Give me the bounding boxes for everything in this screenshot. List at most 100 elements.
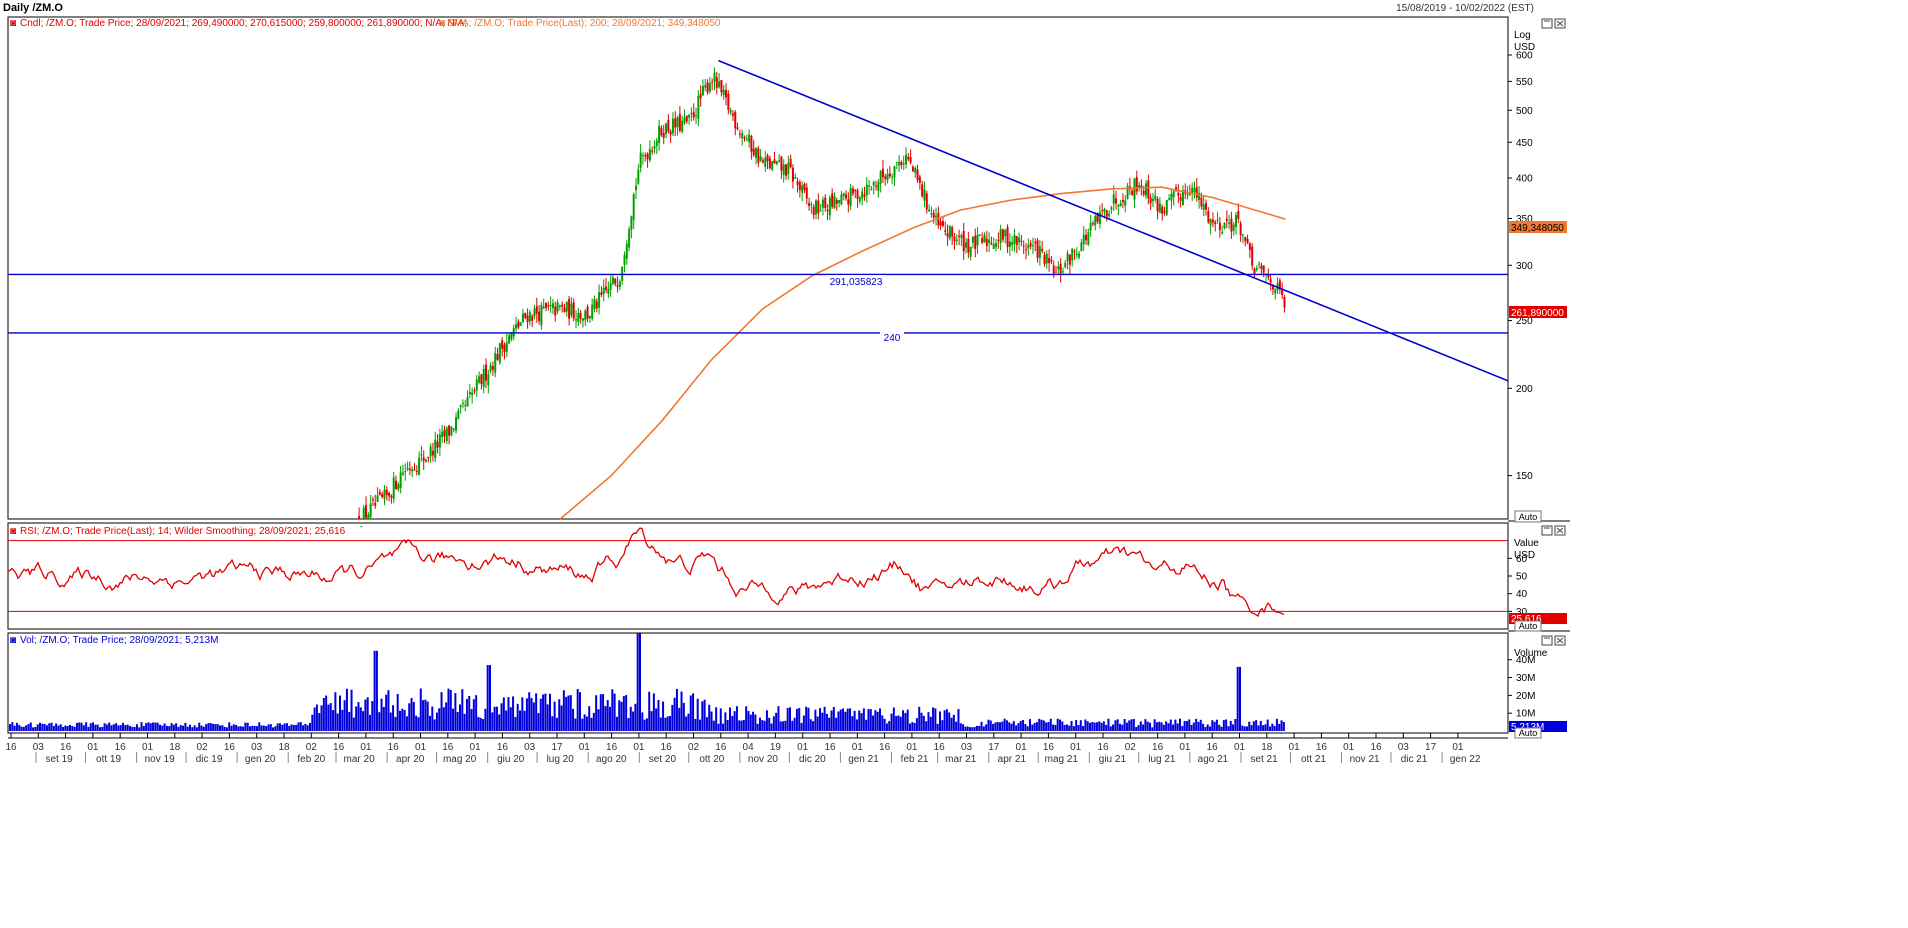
volume-bar[interactable] — [149, 723, 152, 731]
volume-bar[interactable] — [618, 700, 621, 731]
candle[interactable] — [879, 171, 882, 184]
volume-bar[interactable] — [581, 718, 584, 731]
volume-bar[interactable] — [906, 709, 909, 731]
volume-bar[interactable] — [1116, 719, 1119, 731]
volume-bar[interactable] — [1280, 720, 1283, 731]
candle[interactable] — [586, 306, 589, 319]
volume-bar[interactable] — [369, 714, 371, 731]
volume-bar[interactable] — [939, 711, 941, 731]
volume-bar[interactable] — [366, 697, 369, 731]
volume-bar[interactable] — [789, 707, 791, 731]
candle[interactable] — [757, 148, 760, 163]
volume-bar[interactable] — [1135, 727, 1138, 731]
volume-bar[interactable] — [237, 726, 240, 731]
candle[interactable] — [976, 234, 979, 246]
rsi-auto-button[interactable] — [1514, 620, 1542, 632]
candle[interactable] — [1218, 222, 1221, 231]
volume-bar[interactable] — [809, 719, 812, 731]
volume-bar[interactable] — [1128, 720, 1131, 731]
volume-bar[interactable] — [101, 726, 104, 731]
volume-bar[interactable] — [177, 726, 180, 731]
volume-bar[interactable] — [1105, 724, 1108, 731]
candle[interactable] — [1071, 248, 1074, 261]
volume-bar[interactable] — [1112, 724, 1115, 731]
candle[interactable] — [787, 162, 790, 175]
candle[interactable] — [545, 302, 548, 309]
candle[interactable] — [1052, 265, 1055, 276]
candle[interactable] — [752, 148, 755, 156]
volume-bar[interactable] — [943, 710, 946, 731]
volume-bar[interactable] — [99, 727, 101, 731]
volume-bar[interactable] — [1174, 719, 1177, 731]
volume-bar[interactable] — [1093, 722, 1096, 731]
window-icon[interactable] — [1541, 18, 1553, 29]
volume-bar[interactable] — [371, 701, 374, 731]
candle[interactable] — [778, 160, 781, 162]
volume-bar[interactable] — [726, 720, 729, 731]
candle[interactable] — [1008, 241, 1011, 248]
volume-bar[interactable] — [493, 706, 496, 731]
candle[interactable] — [803, 184, 806, 191]
candle[interactable] — [988, 239, 991, 243]
volume-bar[interactable] — [844, 711, 847, 731]
volume-bar[interactable] — [830, 710, 833, 731]
volume-bar[interactable] — [576, 689, 579, 731]
volume-bar[interactable] — [1185, 721, 1188, 731]
volume-bar[interactable] — [590, 717, 593, 731]
candle[interactable] — [1061, 271, 1064, 273]
volume-bar[interactable] — [777, 706, 780, 731]
candle[interactable] — [695, 115, 698, 117]
volume-bar[interactable] — [671, 704, 674, 731]
candle[interactable] — [1253, 268, 1256, 275]
volume-bar[interactable] — [82, 725, 85, 731]
candle[interactable] — [856, 190, 859, 199]
candle[interactable] — [1193, 187, 1196, 193]
volume-bar[interactable] — [962, 724, 965, 731]
volume-bar[interactable] — [161, 725, 164, 731]
volume-bar[interactable] — [1250, 725, 1253, 731]
volume-bar[interactable] — [585, 716, 588, 731]
volume-bar[interactable] — [11, 722, 14, 731]
volume-bar[interactable] — [336, 713, 339, 731]
volume-bar[interactable] — [1188, 719, 1191, 731]
candle[interactable] — [369, 503, 372, 518]
volume-bar[interactable] — [306, 725, 309, 731]
candle[interactable] — [713, 72, 716, 82]
volume-bar[interactable] — [341, 709, 344, 731]
candle[interactable] — [1239, 223, 1242, 236]
candle[interactable] — [623, 255, 626, 265]
volume-bar[interactable] — [48, 723, 51, 731]
candle[interactable] — [1274, 289, 1277, 294]
candle[interactable] — [614, 278, 617, 285]
volume-bar[interactable] — [957, 709, 960, 731]
volume-bar[interactable] — [452, 708, 455, 731]
candle[interactable] — [1211, 219, 1214, 223]
candle[interactable] — [1221, 231, 1224, 234]
volume-bar[interactable] — [945, 709, 948, 731]
candle[interactable] — [798, 182, 801, 191]
candle[interactable] — [1013, 235, 1016, 244]
volume-bar[interactable] — [200, 725, 203, 731]
candle[interactable] — [1091, 223, 1094, 225]
volume-bar[interactable] — [918, 706, 921, 731]
volume-bar[interactable] — [50, 722, 53, 731]
volume-bar[interactable] — [662, 701, 665, 731]
volume-bar[interactable] — [9, 724, 11, 731]
volume-bar[interactable] — [475, 695, 478, 731]
candle[interactable] — [1050, 259, 1053, 262]
candle[interactable] — [1110, 207, 1113, 210]
candle[interactable] — [489, 364, 492, 372]
volume-bar[interactable] — [915, 718, 918, 731]
candle[interactable] — [907, 156, 910, 160]
volume-bar[interactable] — [1022, 719, 1025, 731]
volume-bar[interactable] — [184, 722, 187, 731]
candle[interactable] — [1216, 219, 1219, 221]
candle[interactable] — [983, 234, 986, 243]
volume-bar[interactable] — [272, 727, 275, 731]
volume-bar[interactable] — [142, 725, 145, 731]
candle[interactable] — [475, 379, 478, 391]
volume-bar[interactable] — [689, 695, 692, 731]
candle[interactable] — [464, 404, 467, 406]
volume-bar[interactable] — [885, 723, 888, 731]
candle[interactable] — [480, 374, 483, 384]
